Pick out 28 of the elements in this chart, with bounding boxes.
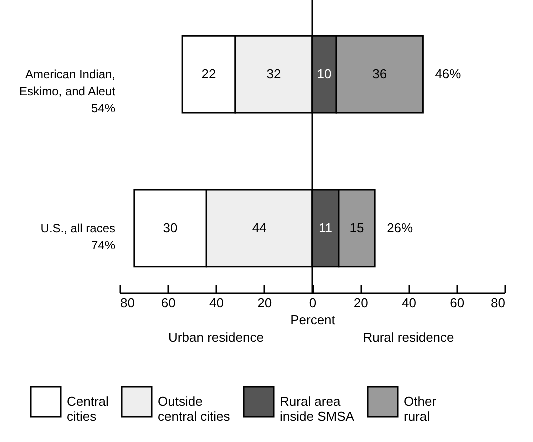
x-tick-label: 40 xyxy=(402,296,416,310)
x-tick-label: 20 xyxy=(258,296,272,310)
data-label: 30 xyxy=(163,220,178,236)
legend-label: Rural area inside SMSA xyxy=(280,394,355,424)
legend-label: Outside central cities xyxy=(158,394,231,424)
data-label: 15 xyxy=(350,220,364,236)
x-tick-label: 80 xyxy=(491,296,506,310)
x-tick-label: 80 xyxy=(120,296,135,310)
data-label: 36 xyxy=(372,66,388,82)
x-tick-label: 20 xyxy=(354,296,368,310)
x-tick-label: 60 xyxy=(161,296,176,310)
data-label: 11 xyxy=(318,220,332,236)
text: Rural residence xyxy=(362,330,456,345)
data-label: 44 xyxy=(252,220,267,236)
data-label: 10 xyxy=(317,66,332,82)
legend-label: Other rural xyxy=(404,394,438,424)
y-tick-label: American Indian, Eskimo, and Aleut 54% xyxy=(19,68,116,116)
x-tick-label: 0 xyxy=(309,296,317,310)
x-tick-label: 60 xyxy=(450,296,465,310)
legend-label: Central cities xyxy=(67,394,110,424)
annotation: 46% xyxy=(435,66,462,82)
y-tick-label: U.S., all races 74% xyxy=(40,221,116,252)
x-tick-label: 40 xyxy=(210,296,224,310)
text: Urban residence xyxy=(168,330,265,345)
data-label: 32 xyxy=(266,66,282,82)
annotation: 26% xyxy=(387,220,414,236)
x-axis-title: Percent xyxy=(290,312,336,328)
data-label: 22 xyxy=(202,66,216,82)
